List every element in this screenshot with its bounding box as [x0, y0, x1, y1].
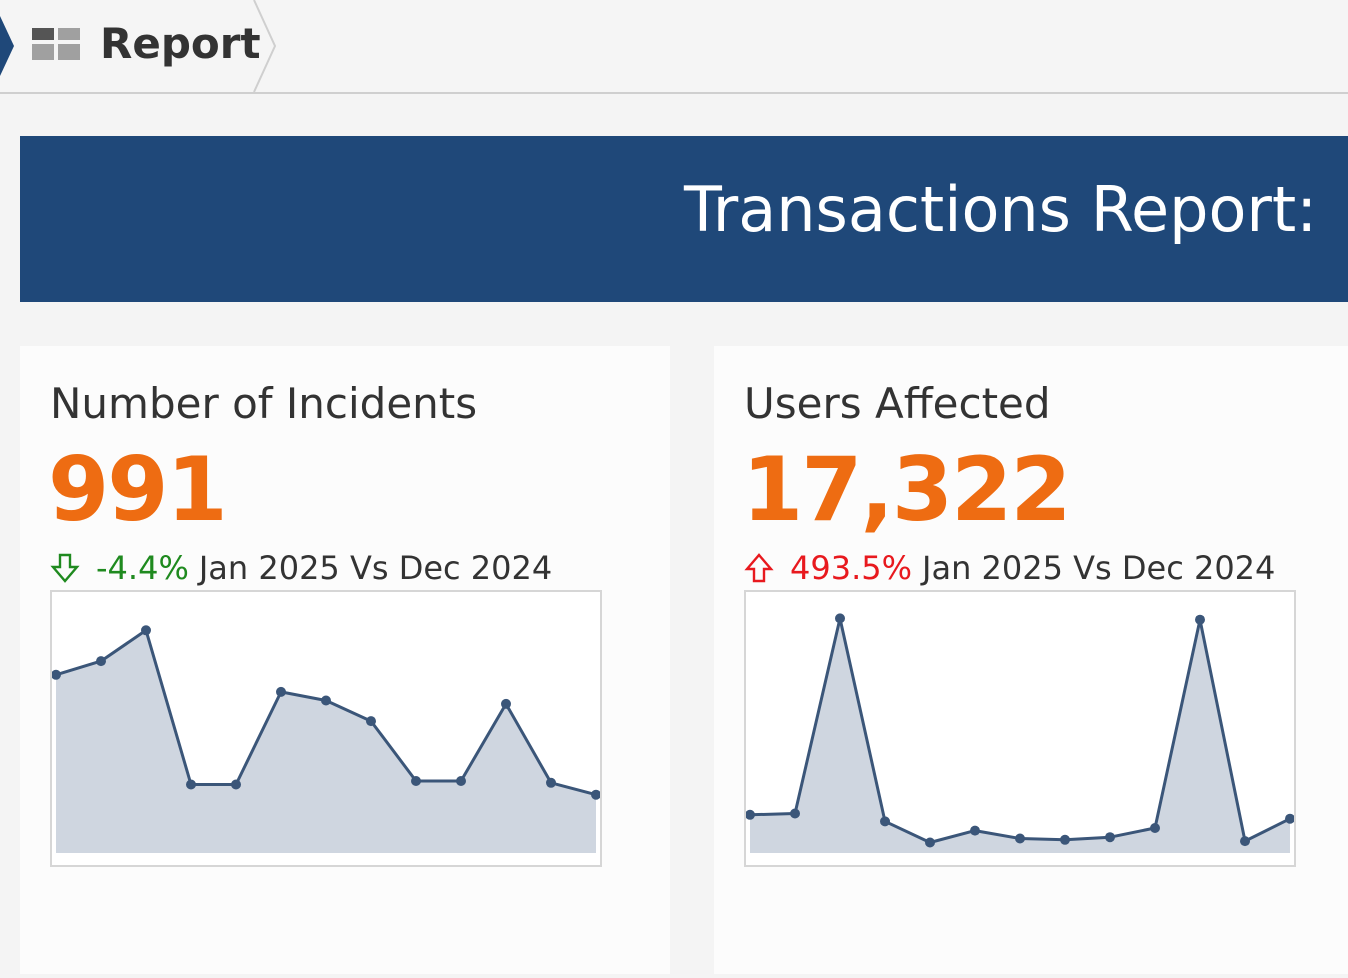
- sparkline-point[interactable]: [591, 789, 601, 800]
- change-row: 493.5% Jan 2025 Vs Dec 2024: [744, 546, 1275, 590]
- sparkline-area: [56, 630, 596, 853]
- report-banner: Transactions Report:: [20, 136, 1348, 302]
- breadcrumb: [0, 0, 277, 92]
- change-percent: -4.4%: [96, 549, 189, 587]
- sparkline-point[interactable]: [1285, 813, 1295, 824]
- sparkline-point[interactable]: [501, 698, 511, 709]
- sparkline-point[interactable]: [1060, 834, 1070, 845]
- sparkline-point[interactable]: [96, 656, 106, 667]
- sparkline-point[interactable]: [1105, 832, 1115, 843]
- sparkline-point[interactable]: [141, 625, 151, 636]
- users-affected-sparkline: [744, 590, 1296, 867]
- sparkline-point[interactable]: [546, 777, 556, 788]
- sparkline-area: [750, 618, 1290, 853]
- report-title: Transactions Report:: [684, 173, 1318, 246]
- change-row: -4.4% Jan 2025 Vs Dec 2024: [50, 546, 552, 590]
- kpi-value: 17,322: [742, 438, 1072, 541]
- sparkline-point[interactable]: [835, 613, 845, 624]
- card-title: Users Affected: [744, 379, 1051, 428]
- sparkline-point[interactable]: [411, 776, 421, 786]
- sparkline-point[interactable]: [1015, 833, 1025, 844]
- kpi-value: 991: [48, 438, 228, 541]
- users-affected-card: Users Affected 17,322 493.5% Jan 2025 Vs …: [714, 346, 1348, 974]
- report-grid-icon: [32, 28, 80, 60]
- incidents-sparkline: [50, 590, 602, 867]
- sparkline-point[interactable]: [366, 716, 376, 727]
- sparkline-point[interactable]: [231, 779, 241, 790]
- arrow-down-outline-icon: [50, 553, 80, 583]
- sparkline-point[interactable]: [925, 837, 935, 848]
- card-title: Number of Incidents: [50, 379, 478, 428]
- sparkline-svg: [51, 625, 601, 853]
- sparkline-point[interactable]: [321, 695, 331, 706]
- sparkline-point[interactable]: [51, 669, 61, 680]
- nav-back-chevron-icon[interactable]: [0, 16, 14, 76]
- comparison-period: Jan 2025 Vs Dec 2024: [922, 549, 1276, 587]
- sparkline-point[interactable]: [1195, 614, 1205, 625]
- sparkline-point[interactable]: [1240, 836, 1250, 847]
- sparkline-point[interactable]: [745, 809, 755, 820]
- sparkline-point[interactable]: [970, 825, 980, 836]
- sparkline-point[interactable]: [186, 779, 196, 790]
- incidents-card: Number of Incidents 991 -4.4% Jan 2025 Vs…: [20, 346, 670, 974]
- breadcrumb-separator: [253, 0, 277, 92]
- sparkline-point[interactable]: [456, 776, 466, 786]
- sparkline-svg: [745, 613, 1295, 853]
- breadcrumb-report[interactable]: Report: [100, 19, 261, 68]
- sparkline-point[interactable]: [1150, 823, 1160, 833]
- top-bar: Report: [0, 0, 1348, 94]
- change-percent: 493.5%: [790, 549, 913, 587]
- comparison-period: Jan 2025 Vs Dec 2024: [198, 549, 553, 587]
- arrow-up-outline-icon: [744, 553, 774, 583]
- sparkline-point[interactable]: [880, 816, 890, 827]
- sparkline-point[interactable]: [790, 808, 800, 819]
- sparkline-point[interactable]: [276, 686, 286, 697]
